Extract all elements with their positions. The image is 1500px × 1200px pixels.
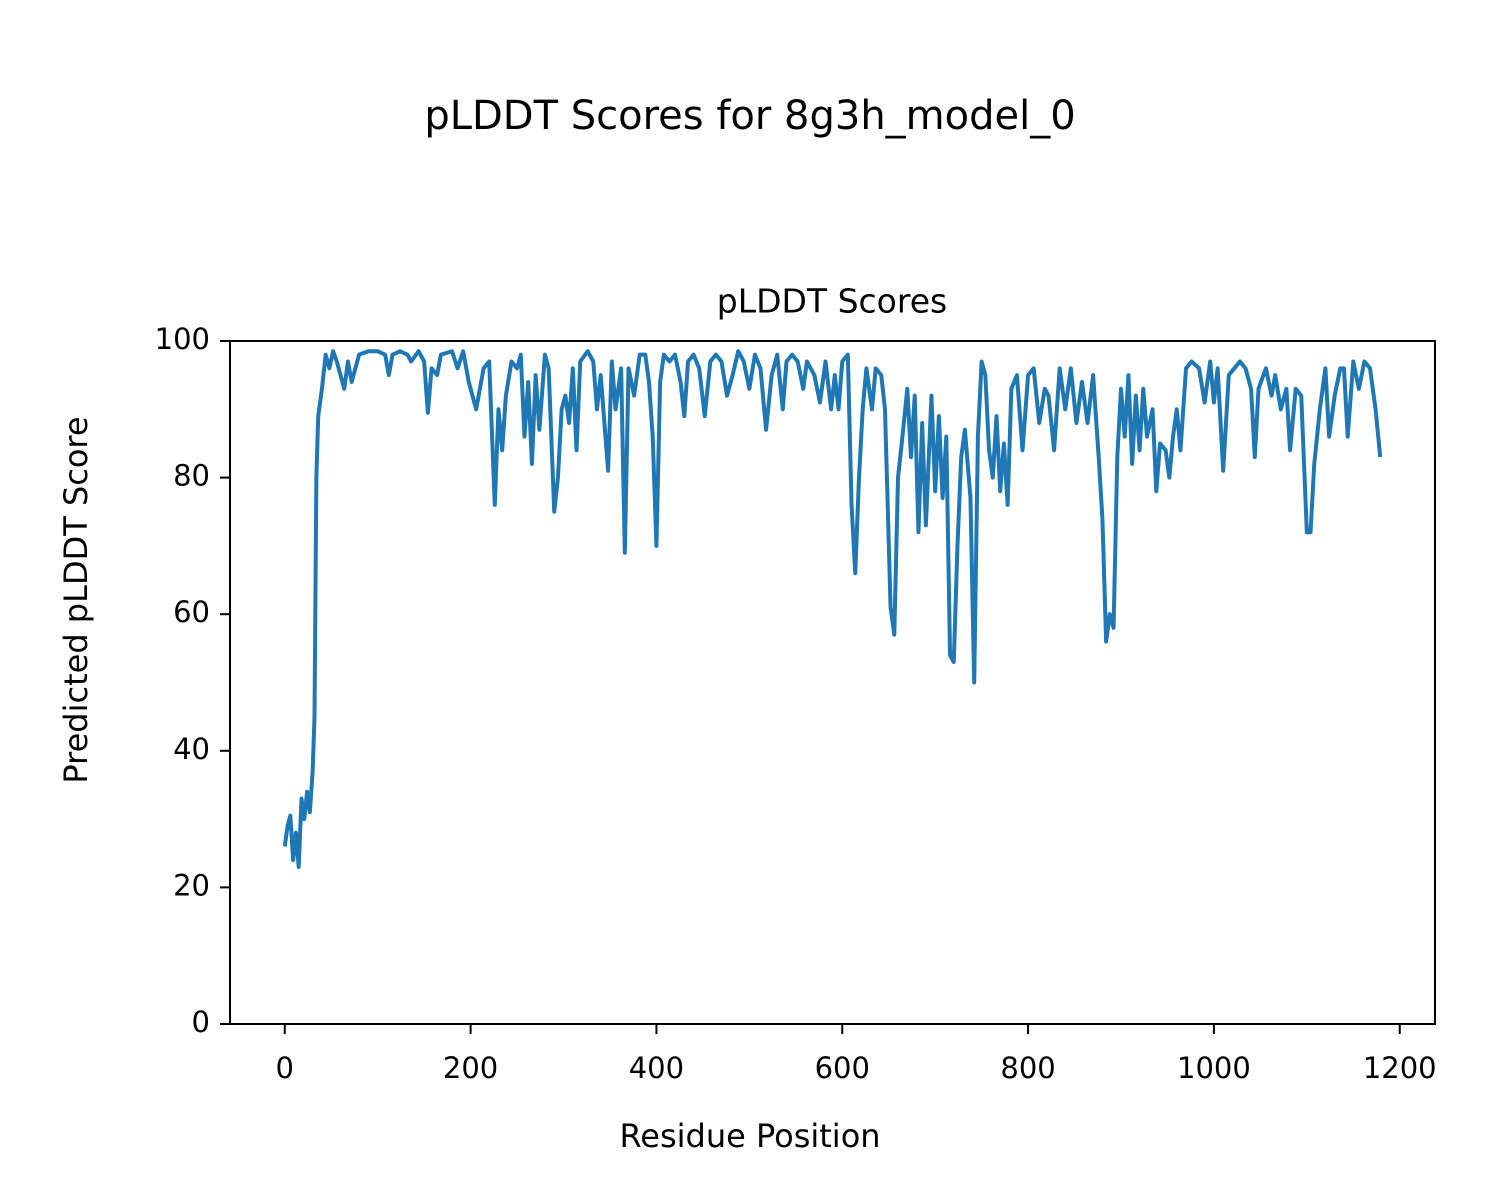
y-tick-label: 100	[155, 322, 210, 356]
y-axis-label: Predicted pLDDT Score	[57, 416, 95, 783]
x-tick-label: 400	[629, 1051, 684, 1085]
x-tick-label: 200	[443, 1051, 498, 1085]
x-tick-label: 1000	[1177, 1051, 1251, 1085]
y-tick-label: 40	[173, 732, 210, 766]
y-tick-label: 0	[192, 1005, 210, 1039]
y-tick-label: 20	[173, 868, 210, 902]
x-tick-label: 0	[276, 1051, 294, 1085]
x-tick-label: 1200	[1363, 1051, 1437, 1085]
x-axis-label: Residue Position	[619, 1117, 880, 1155]
data-line	[282, 349, 1383, 869]
y-tick-label: 60	[173, 595, 210, 629]
x-tick-label: 600	[815, 1051, 870, 1085]
y-tick-label: 80	[173, 459, 210, 493]
plot-frame	[229, 340, 1436, 1025]
x-tick-label: 800	[1000, 1051, 1055, 1085]
figure-title: pLDDT Scores for 8g3h_model_0	[424, 93, 1075, 139]
axes-title: pLDDT Scores	[717, 282, 947, 321]
